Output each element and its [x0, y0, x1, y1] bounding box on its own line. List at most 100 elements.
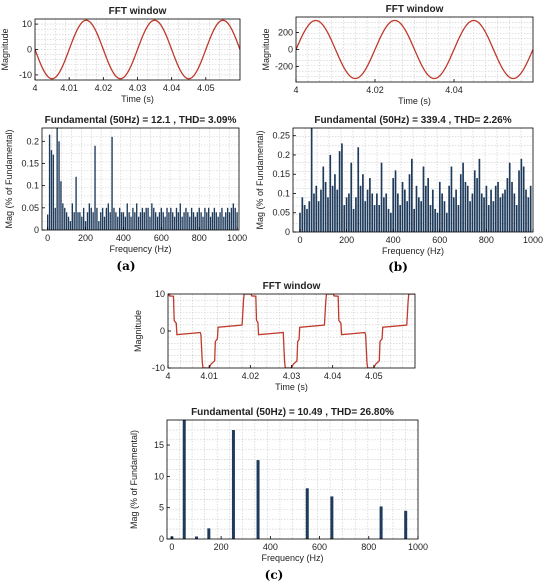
y-tick-label: 0.1 — [277, 188, 290, 198]
bar — [154, 212, 157, 230]
bar — [88, 203, 91, 230]
bars — [47, 128, 238, 230]
bar — [330, 496, 334, 539]
bar — [376, 193, 378, 232]
bar — [92, 212, 94, 230]
bar — [73, 212, 75, 230]
bar — [348, 193, 350, 232]
y-tick-label: 0 — [285, 227, 290, 237]
y-tick-label: 10 — [155, 289, 165, 299]
bar — [434, 208, 436, 232]
bar — [527, 197, 530, 232]
bar — [515, 205, 518, 232]
bar — [170, 207, 172, 230]
bar — [139, 212, 142, 230]
x-tick-label: 1000 — [227, 233, 247, 243]
x-tick-label: 200 — [214, 542, 229, 552]
bar — [478, 158, 481, 232]
bar — [232, 203, 234, 230]
bar — [204, 207, 206, 230]
bar — [303, 205, 306, 232]
bar — [394, 170, 397, 232]
chart-a-bottom: 0 200 400 600 800 1000 0 0.05 0.1 0.15 0.2 Fundamen… — [4, 115, 247, 254]
bar — [476, 178, 478, 232]
x-tick-label: 800 — [479, 235, 494, 245]
x-tick-label: 4.04 — [324, 371, 342, 381]
bar — [390, 212, 392, 232]
x-tick-label: 4.05 — [365, 371, 383, 381]
bar — [466, 185, 469, 232]
bar — [90, 207, 92, 230]
bar — [100, 212, 102, 230]
bar — [513, 193, 516, 232]
x-tick-label: 4.03 — [129, 83, 147, 93]
x-axis-label: Frequency (Hz) — [261, 553, 323, 563]
bar — [299, 212, 301, 232]
bar — [411, 158, 413, 232]
bar — [497, 181, 499, 232]
bar — [164, 216, 166, 230]
bar — [162, 212, 164, 230]
y-tick-label: 200 — [278, 27, 293, 37]
x-tick-label: 800 — [361, 542, 376, 552]
bar — [462, 162, 464, 232]
bar — [306, 208, 308, 232]
y-tick-label: 0 — [160, 326, 165, 336]
chart-c-top: 4 4.01 4.02 4.03 4.04 4.05 -10 0 10 FFT window Tim… — [133, 281, 416, 392]
bar — [452, 197, 455, 232]
bar — [67, 216, 70, 230]
y-tick-label: -200 — [275, 62, 293, 72]
bar — [195, 536, 199, 539]
chart-b-bottom: 0 200 400 600 800 1000 0 0.05 0.1 0.15 0.2 0.25 Fund… — [255, 115, 543, 256]
bar — [508, 162, 511, 232]
bar — [181, 216, 183, 230]
bar — [211, 212, 214, 230]
bar — [56, 128, 58, 230]
x-tick-label: 4.02 — [95, 83, 113, 93]
bars — [299, 128, 532, 232]
chart-a-top: 4 4.01 4.02 4.03 4.04 4.05 -10 0 10 FFT window Tim… — [0, 6, 241, 104]
bar — [380, 162, 383, 232]
y-tick-label: -10 — [19, 70, 32, 80]
bar — [480, 193, 483, 232]
bar — [487, 205, 490, 232]
bar — [196, 212, 198, 230]
bar — [113, 207, 115, 230]
bar — [50, 150, 53, 230]
y-tick-label: 10 — [22, 19, 32, 29]
bar — [464, 181, 467, 232]
bar — [436, 212, 439, 232]
bar — [213, 207, 216, 230]
bar — [343, 205, 346, 232]
bar — [520, 158, 523, 232]
bar — [109, 212, 111, 230]
bar — [200, 212, 202, 230]
bar — [189, 216, 191, 230]
bar — [338, 151, 341, 232]
series-line — [35, 19, 240, 80]
bar — [153, 207, 155, 230]
bar — [183, 212, 185, 230]
bar — [401, 181, 404, 232]
x-tick-label: 4.03 — [283, 371, 301, 381]
x-tick-label: 600 — [432, 235, 447, 245]
panel-label-a: (a) — [116, 259, 135, 273]
bar — [94, 145, 96, 230]
bar — [209, 216, 212, 230]
bar — [173, 216, 176, 230]
bar — [77, 212, 79, 230]
bar — [406, 201, 409, 232]
bar — [202, 216, 204, 230]
y-tick-label: 0.15 — [272, 169, 290, 179]
bar — [352, 208, 355, 232]
bar — [130, 216, 132, 230]
bar — [128, 212, 130, 230]
bar — [230, 207, 233, 230]
bar — [357, 147, 360, 232]
x-tick-label: 200 — [339, 235, 354, 245]
bar — [301, 197, 304, 232]
bar — [215, 212, 217, 230]
x-axis-label: Frequency (Hz) — [109, 244, 171, 254]
bar — [64, 207, 66, 230]
bar — [506, 178, 509, 232]
